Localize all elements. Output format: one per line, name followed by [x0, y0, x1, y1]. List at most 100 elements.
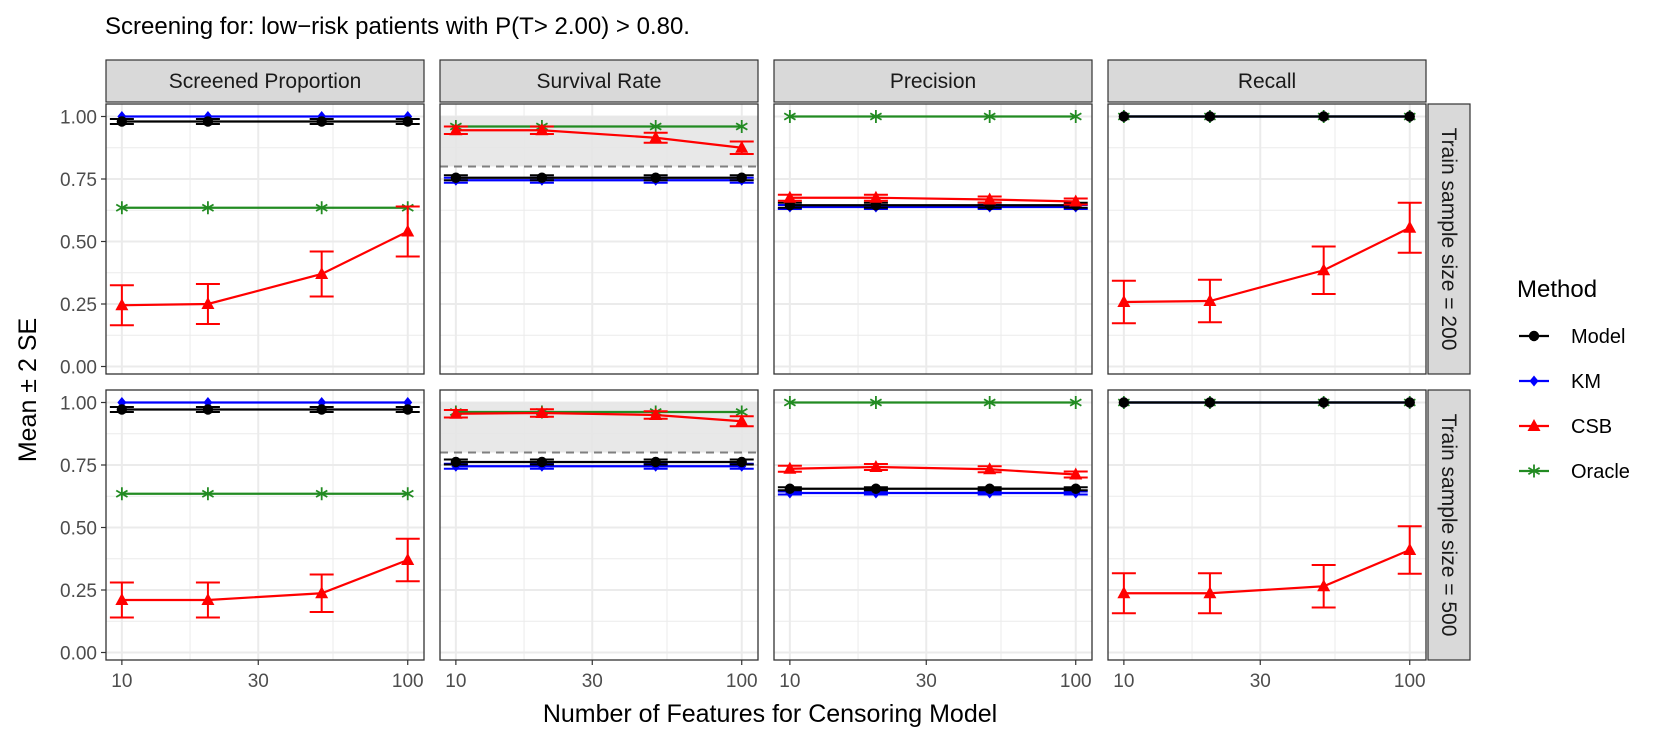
oracle-point: [869, 396, 883, 409]
csb-point: [115, 593, 129, 605]
model-point: [450, 172, 462, 183]
model-point: [536, 456, 548, 468]
model-point: [116, 116, 128, 127]
panel-background: [106, 104, 424, 374]
legend-label: KM: [1571, 371, 1601, 393]
oracle-point: [1069, 110, 1082, 123]
model-point: [1318, 397, 1329, 408]
model-point: [870, 483, 882, 494]
panel-border: [773, 389, 1093, 661]
panel-background: [106, 390, 424, 660]
series-csb: [777, 190, 1088, 207]
csb-point: [1317, 579, 1331, 592]
csb-point: [735, 414, 749, 427]
threshold-band: [440, 116, 758, 167]
csb-point: [649, 130, 663, 143]
oracle-point: [315, 487, 328, 501]
model-point: [202, 404, 214, 415]
panel-border: [1107, 103, 1427, 375]
oracle-marker-stroke: [735, 407, 748, 417]
series-csb: [443, 406, 754, 428]
oracle-marker-stroke: [315, 203, 328, 212]
csb-point: [201, 297, 215, 309]
model-point: [1318, 111, 1329, 122]
csb-point: [983, 192, 997, 205]
y-tick-label: 0.75: [60, 456, 97, 477]
csb-point: [1403, 220, 1417, 233]
model-point: [316, 404, 327, 415]
row-strip: [1427, 389, 1471, 661]
legend-key-model-marker: [1528, 330, 1540, 342]
oracle-marker-stroke: [869, 398, 883, 407]
series-model: [1118, 397, 1415, 408]
y-tick-label: 0.25: [60, 295, 97, 316]
model-point: [1118, 111, 1130, 122]
panel-background: [1108, 104, 1426, 374]
legend-entry-km: KM: [1519, 371, 1601, 393]
row-strip-label: Train sample size = 200: [1437, 128, 1460, 351]
legend-entry-oracle: Oracle: [1519, 461, 1630, 483]
series-line: [1123, 226, 1411, 304]
x-tick-label: 30: [916, 671, 937, 692]
series-line: [121, 558, 409, 602]
model-point: [1404, 111, 1415, 122]
legend-key-csb-marker: [1527, 419, 1541, 431]
oracle-point: [869, 110, 883, 123]
csb-point: [535, 406, 549, 418]
x-tick-label: 10: [111, 671, 132, 692]
panel: [439, 103, 759, 375]
series-csb: [109, 537, 420, 619]
x-axis-label: Number of Features for Censoring Model: [543, 700, 997, 728]
x-tick-label: 10: [779, 671, 800, 692]
panel-plot-area: [440, 390, 758, 660]
csb-point: [983, 462, 997, 475]
panel-border: [773, 103, 1093, 375]
model-point: [316, 116, 327, 127]
series-csb: [1111, 525, 1422, 615]
panel-border: [105, 103, 425, 375]
series-model: [777, 483, 1088, 494]
column-strip: [105, 59, 425, 103]
csb-point: [869, 460, 883, 472]
legend-entry-csb: CSB: [1519, 416, 1612, 438]
series-model: [109, 404, 420, 415]
oracle-point: [315, 201, 328, 215]
y-axis-label: Mean ± 2 SE: [14, 318, 42, 462]
column-strip-label: Survival Rate: [537, 70, 662, 93]
threshold-band: [440, 402, 758, 453]
model-point: [1070, 483, 1081, 494]
panel: [439, 389, 759, 661]
csb-point: [535, 123, 549, 136]
panel-plot-area: [1108, 104, 1426, 374]
oracle-marker-stroke: [983, 398, 996, 407]
csb-point: [401, 224, 415, 237]
model-point: [650, 172, 661, 183]
series-csb: [1111, 201, 1422, 325]
series-line: [455, 129, 742, 149]
csb-point: [1117, 586, 1131, 599]
series-oracle: [783, 396, 1082, 409]
oracle-point: [115, 487, 128, 501]
model-point: [736, 456, 747, 468]
column-strip-label: Recall: [1238, 70, 1296, 93]
y-tick-label: 1.00: [60, 108, 97, 129]
oracle-point: [983, 110, 996, 123]
y-tick-label: 0.75: [60, 170, 97, 191]
legend-key-km-marker: [1529, 375, 1539, 387]
x-tick-label: 30: [1250, 671, 1271, 692]
panel-border: [439, 103, 759, 375]
series-line: [121, 230, 409, 307]
y-tick-label: 0.25: [60, 581, 97, 602]
csb-point: [315, 586, 329, 599]
oracle-point: [783, 110, 796, 123]
row-strip-label: Train sample size = 500: [1437, 414, 1460, 637]
series-line: [455, 411, 742, 423]
panel-plot-area: [774, 104, 1092, 374]
oracle-marker-stroke: [783, 112, 796, 121]
legend-label: Model: [1571, 326, 1625, 348]
series-csb: [777, 460, 1088, 480]
oracle-point: [983, 396, 996, 409]
panel-plot-area: [1108, 390, 1426, 660]
y-tick-label: 0.50: [60, 233, 97, 254]
